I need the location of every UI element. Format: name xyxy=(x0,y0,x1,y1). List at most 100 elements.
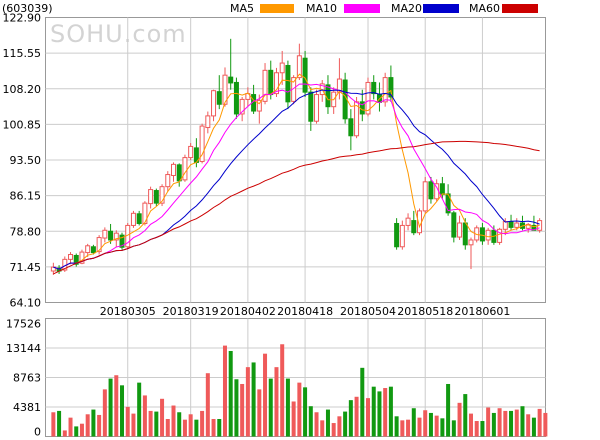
volume-bar xyxy=(480,421,485,437)
candle xyxy=(268,69,274,96)
volume-bar xyxy=(417,417,422,437)
volume-bar xyxy=(320,420,325,437)
moving-average-lines xyxy=(53,73,540,275)
volume-bar xyxy=(251,362,256,437)
volume-bar xyxy=(171,405,176,437)
candle xyxy=(308,91,314,122)
volume-bar xyxy=(474,421,479,437)
legend-ma60-swatch xyxy=(502,4,538,13)
volume-bar xyxy=(79,423,84,437)
volume-bar xyxy=(274,367,279,437)
candle xyxy=(451,212,457,238)
candle xyxy=(73,254,79,265)
volume-bar xyxy=(120,385,125,437)
volume-bar xyxy=(217,418,222,437)
price-tick-label: 115.55 xyxy=(3,47,42,60)
volume-bar xyxy=(85,414,90,437)
candle xyxy=(90,246,96,254)
volume-bar xyxy=(228,350,233,437)
date-tick-label: 20180402 xyxy=(220,305,276,318)
candle xyxy=(108,230,114,241)
volume-bar xyxy=(360,367,365,437)
candle xyxy=(394,222,400,248)
date-tick-label: 20180418 xyxy=(277,305,333,318)
candle xyxy=(422,181,428,212)
volume-bar xyxy=(257,389,262,437)
candle xyxy=(302,57,308,93)
volume-bar xyxy=(102,389,107,437)
candle xyxy=(497,228,503,243)
candle xyxy=(371,81,377,95)
date-tick-label: 20180319 xyxy=(163,305,219,318)
candle xyxy=(119,234,125,248)
volume-bar xyxy=(411,408,416,437)
candle xyxy=(314,94,320,122)
candle xyxy=(399,224,405,248)
volume-bars xyxy=(51,344,548,437)
price-tick-label: 108.20 xyxy=(3,83,42,96)
candle xyxy=(148,189,154,205)
volume-bar xyxy=(451,420,456,437)
candle xyxy=(462,222,468,246)
candle xyxy=(170,163,177,177)
ma60-line xyxy=(53,140,540,275)
candle xyxy=(468,239,474,246)
volume-bar xyxy=(285,378,290,437)
candle xyxy=(285,64,291,103)
volume-bar xyxy=(383,388,388,437)
volume-bar xyxy=(177,412,182,437)
volume-bar xyxy=(388,386,393,437)
volume-bar xyxy=(531,417,536,437)
candle xyxy=(79,251,85,264)
stock-code: (603039) xyxy=(2,2,53,15)
volume-bar xyxy=(509,410,514,437)
candle xyxy=(159,186,165,204)
volume-bar xyxy=(394,416,399,437)
candle xyxy=(153,190,159,204)
price-tick-label: 86.15 xyxy=(10,190,42,203)
volume-bar xyxy=(314,412,319,437)
volume-bar xyxy=(457,402,462,437)
candle xyxy=(514,222,520,228)
volume-bar xyxy=(137,382,142,437)
volume-bar xyxy=(240,383,245,437)
volume-bar xyxy=(440,418,445,437)
candle xyxy=(273,72,279,95)
volume-bar xyxy=(263,353,268,437)
candle xyxy=(256,99,262,112)
candle xyxy=(325,84,331,108)
volume-bar xyxy=(108,378,113,437)
volume-tick-label: 0 xyxy=(34,426,41,439)
candle xyxy=(165,174,171,188)
volume-bar xyxy=(543,412,548,437)
candle xyxy=(348,118,354,137)
volume-bar xyxy=(297,382,302,437)
legend-ma5-label: MA5 xyxy=(230,2,254,15)
volume-bar xyxy=(74,426,79,437)
candle xyxy=(382,77,388,103)
date-x-axis: 20180305 20180319 20180402 20180418 20180504… xyxy=(100,305,511,318)
candle xyxy=(182,157,188,181)
volume-bar xyxy=(160,398,165,437)
volume-bar xyxy=(188,414,193,437)
volume-bar xyxy=(142,395,147,437)
volume-bar xyxy=(537,408,542,437)
legend-ma10-label: MA10 xyxy=(306,2,337,15)
volume-bar xyxy=(280,344,285,437)
volume-bar xyxy=(463,394,468,437)
volume-bar xyxy=(205,373,210,437)
candle xyxy=(222,74,228,105)
volume-bar xyxy=(446,383,451,437)
price-tick-label: 64.10 xyxy=(10,297,42,310)
date-tick-label: 20180504 xyxy=(340,305,396,318)
candle xyxy=(508,221,514,228)
candlestick-series xyxy=(50,38,543,275)
candle xyxy=(279,62,285,74)
volume-bar xyxy=(165,418,170,437)
candle xyxy=(85,245,91,254)
volume-bar xyxy=(125,406,130,437)
volume-tick-label: 8763 xyxy=(13,372,41,385)
volume-bar xyxy=(222,345,227,437)
volume-bar xyxy=(200,410,205,437)
